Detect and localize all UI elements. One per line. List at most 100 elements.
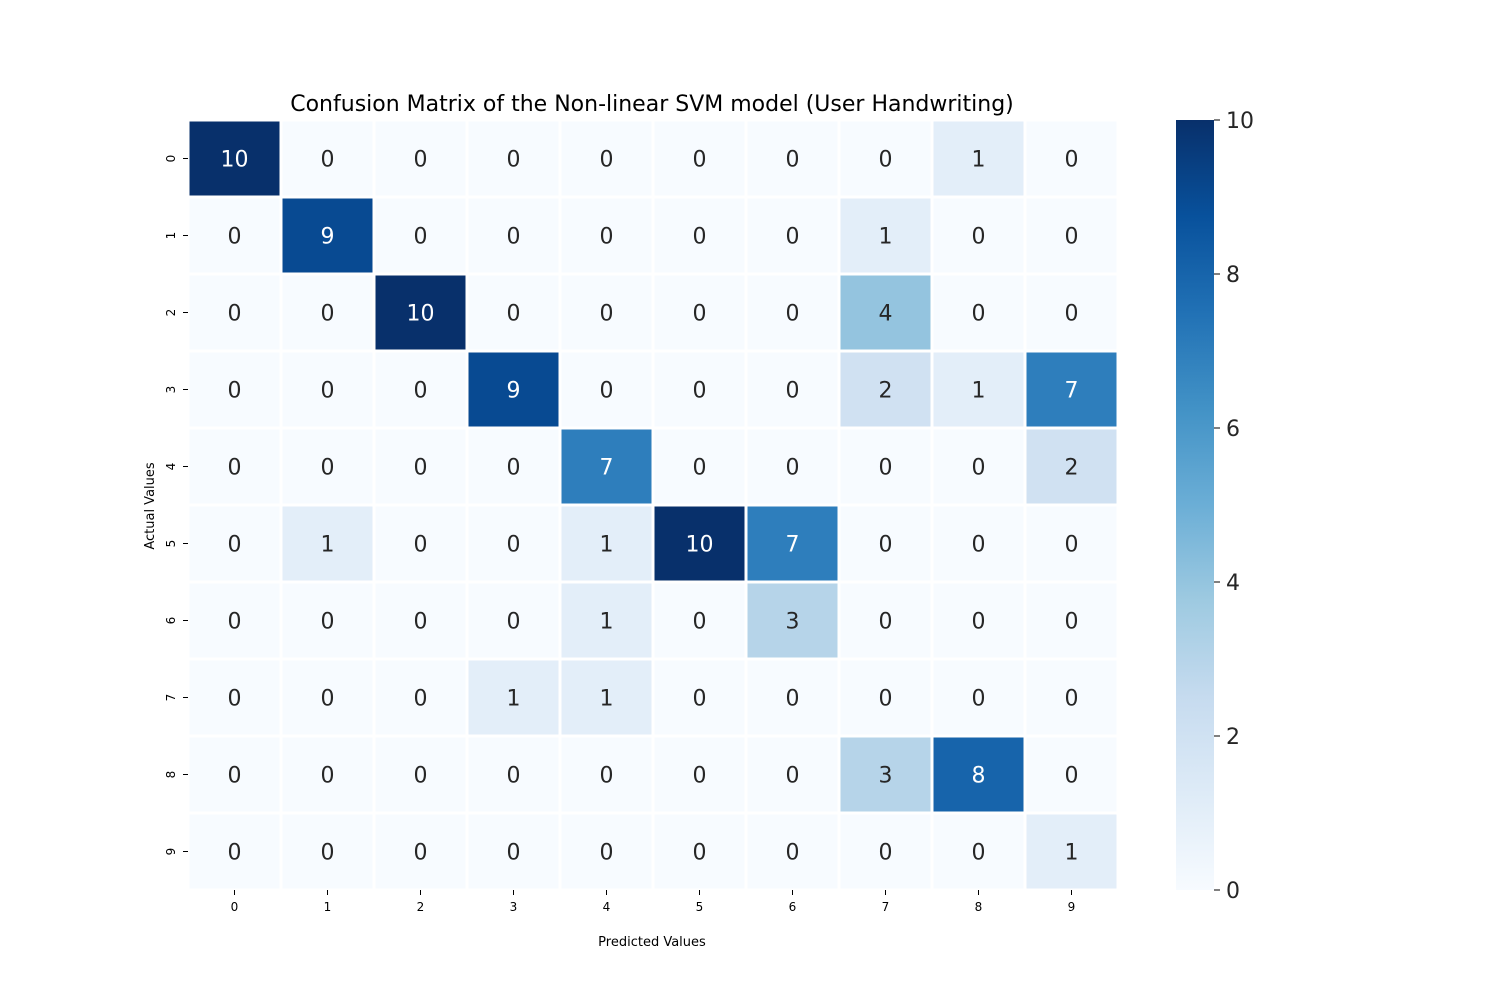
cell-value-label: 0 (972, 456, 986, 481)
x-tick-label: 9 (1068, 900, 1076, 914)
cell-value-label: 0 (414, 764, 428, 789)
cell-value-label: 0 (507, 456, 521, 481)
colorbar-tick-label: 6 (1226, 417, 1240, 442)
heatmap-cell (558, 811, 655, 892)
heatmap-cell (558, 734, 655, 815)
cell-value-label: 0 (879, 456, 893, 481)
x-tick-label: 5 (696, 900, 704, 914)
heatmap-cell (651, 118, 748, 199)
cell-value-label: 1 (507, 687, 521, 712)
cell-value-label: 7 (1065, 379, 1079, 404)
heatmap-cell (279, 195, 376, 276)
y-tick-labels: 0 1 2 3 4 5 6 7 8 9 (164, 155, 188, 856)
cell-value-label: 0 (693, 225, 707, 250)
cell-value-label: 0 (321, 148, 335, 173)
cell-value-label: 0 (228, 225, 242, 250)
cell-value-label: 0 (228, 302, 242, 327)
heatmap-cell (837, 734, 934, 815)
heatmap-cell (837, 118, 934, 199)
cell-value-label: 0 (1065, 533, 1079, 558)
cell-value-label: 0 (228, 456, 242, 481)
heatmap-cell (465, 657, 562, 738)
heatmap-cell (372, 657, 469, 738)
x-tick-label: 0 (231, 900, 239, 914)
cell-value-label: 0 (693, 764, 707, 789)
cell-value-label: 1 (879, 225, 893, 250)
heatmap-cell (465, 503, 562, 584)
heatmap-cell (930, 657, 1027, 738)
cell-value-label: 0 (414, 148, 428, 173)
y-tick-label: 1 (164, 232, 178, 240)
cell-value-label: 0 (600, 302, 614, 327)
cell-value-label: 0 (879, 533, 893, 558)
cell-value-label: 0 (321, 687, 335, 712)
cell-value-label: 0 (321, 456, 335, 481)
colorbar-tick-label: 10 (1226, 109, 1254, 134)
x-tick-label: 4 (603, 900, 611, 914)
cell-value-label: 0 (786, 225, 800, 250)
heatmap-cell (1023, 657, 1120, 738)
heatmap-cell (930, 272, 1027, 353)
cell-value-label: 1 (321, 533, 335, 558)
y-tick-label: 3 (164, 386, 178, 394)
cell-value-label: 0 (414, 456, 428, 481)
cell-value-label: 9 (507, 379, 521, 404)
cell-value-label: 0 (507, 225, 521, 250)
cell-value-label: 1 (972, 148, 986, 173)
cell-value-label: 1 (600, 533, 614, 558)
y-tick-label: 4 (164, 463, 178, 471)
cell-value-label: 0 (786, 302, 800, 327)
cell-value-label: 7 (600, 456, 614, 481)
heatmap-cell (837, 811, 934, 892)
x-axis-label: Predicted Values (598, 935, 706, 950)
cell-value-label: 0 (228, 764, 242, 789)
cell-value-label: 0 (600, 764, 614, 789)
cell-value-label: 0 (693, 302, 707, 327)
cell-value-label: 0 (786, 841, 800, 866)
cell-value-label: 0 (1065, 225, 1079, 250)
y-tick-label: 9 (164, 848, 178, 856)
cell-value-label: 0 (228, 379, 242, 404)
heatmap-cell (744, 580, 841, 661)
heatmap-cell (930, 426, 1027, 507)
heatmap-cell (558, 657, 655, 738)
cell-value-label: 0 (507, 610, 521, 635)
cell-value-label: 0 (600, 841, 614, 866)
y-tick-label: 2 (164, 309, 178, 317)
heatmap-cell (744, 349, 841, 430)
y-tick-label: 5 (164, 540, 178, 548)
y-tick-label: 7 (164, 694, 178, 702)
chart-title: Confusion Matrix of the Non-linear SVM m… (290, 92, 1014, 117)
heatmap-cell (1023, 272, 1120, 353)
cell-value-label: 0 (1065, 148, 1079, 173)
cell-value-label: 0 (1065, 302, 1079, 327)
heatmap-cell (930, 734, 1027, 815)
heatmap-cell (930, 503, 1027, 584)
cell-value-label: 4 (879, 302, 893, 327)
heatmap-cell (744, 811, 841, 892)
colorbar: 0 2 4 6 8 10 (1176, 109, 1254, 904)
heatmap-cell (1023, 811, 1120, 892)
x-tick-labels: 0 1 2 3 4 5 6 7 8 9 (231, 890, 1076, 914)
cell-value-label: 7 (786, 533, 800, 558)
cell-value-label: 0 (414, 533, 428, 558)
heatmap-cell (279, 272, 376, 353)
heatmap-cell (930, 580, 1027, 661)
x-tick-label: 3 (510, 900, 518, 914)
heatmap-cell (186, 811, 283, 892)
cell-value-label: 0 (414, 687, 428, 712)
cell-value-label: 0 (321, 302, 335, 327)
heatmap-cell (1023, 580, 1120, 661)
cell-value-label: 0 (693, 148, 707, 173)
heatmap-cell (279, 426, 376, 507)
heatmap-cell (558, 426, 655, 507)
y-axis-label: Actual Values (143, 462, 158, 550)
heatmap-cell (465, 195, 562, 276)
cell-value-label: 0 (507, 148, 521, 173)
colorbar-tick-label: 2 (1226, 725, 1240, 750)
x-tick-label: 7 (882, 900, 890, 914)
cell-value-label: 0 (693, 379, 707, 404)
cell-value-label: 0 (228, 687, 242, 712)
x-tick-label: 2 (417, 900, 425, 914)
